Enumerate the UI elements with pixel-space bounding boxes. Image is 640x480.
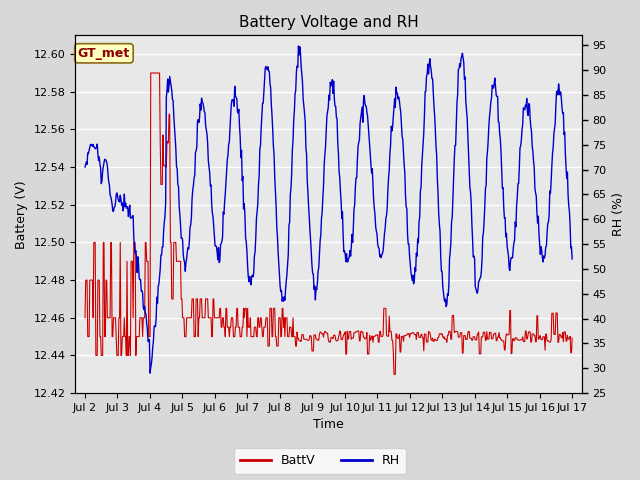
Legend: BattV, RH: BattV, RH xyxy=(234,448,406,474)
Title: Battery Voltage and RH: Battery Voltage and RH xyxy=(239,15,419,30)
Text: GT_met: GT_met xyxy=(78,47,130,60)
X-axis label: Time: Time xyxy=(313,419,344,432)
Y-axis label: RH (%): RH (%) xyxy=(612,192,625,236)
Y-axis label: Battery (V): Battery (V) xyxy=(15,180,28,249)
